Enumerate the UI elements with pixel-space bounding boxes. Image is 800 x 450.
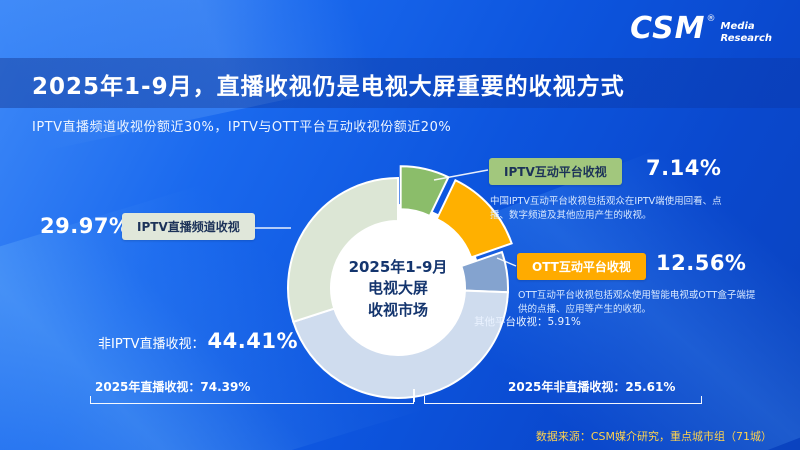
page-title: 2025年1-9月，直播收视仍是电视大屏重要的收视方式 [32,74,625,100]
csm-logo: CSM ® Media Research [630,14,772,44]
iptv-interactive-value: 7.14% [646,156,722,180]
non-iptv-live-label: 非IPTV直播收视： [98,337,205,352]
other-platform-callout: 其他平台收视：5.91% [474,314,581,329]
registered-mark-icon: ® [706,14,716,24]
data-source-note: 数据来源：CSM媒介研究，重点城市组（71城） [535,430,772,443]
nonlive-total-value: 25.61% [625,380,676,394]
ott-interactive-value: 12.56% [656,251,747,275]
iptv-live-value: 29.97% [40,214,131,238]
non-iptv-live-callout: 非IPTV直播收视： 44.41% [98,329,298,353]
center-label-line1: 2025年1-9月 [348,258,448,276]
other-platform-value: 5.91% [547,316,581,328]
iptv-interactive-label: IPTV互动平台收视 [489,158,622,185]
donut-segment-其他平台收视 [460,250,509,294]
leader-line-ott-interactive [496,257,517,267]
center-label-line3: 收视市场 [367,300,428,319]
ott-interactive-description: OTT互动平台收视包括观众使用智能电视或OTT盒子端提供的点播、应用等产生的收视… [518,290,756,316]
other-platform-label: 其他平台收视： [474,316,548,328]
logo-sub-line2: Research [720,32,772,44]
non-iptv-live-value: 44.41% [207,329,298,353]
csm-logo-subtext: Media Research [721,21,772,44]
nonlive-total-text: 2025年非直播收视： [508,380,626,394]
leader-line-iptv-interactive [433,169,489,181]
live-total-text: 2025年直播收视： [95,380,201,394]
live-total-bracket [90,396,414,404]
ott-interactive-label: OTT互动平台收视 [517,253,646,280]
iptv-live-label: IPTV直播频道收视 [122,213,255,240]
live-total-label: 2025年直播收视：74.39% [95,378,250,395]
csm-logo-text: CSM [630,11,706,46]
donut-center-label: 2025年1-9月 电视大屏 收视市场 [328,257,468,321]
page-subtitle: IPTV直播频道收视份额近30%，IPTV与OTT平台互动收视份额近20% [32,120,452,135]
nonlive-total-label: 2025年非直播收视：25.61% [508,378,675,395]
iptv-interactive-description: 中国IPTV互动平台收视包括观众在IPTV端使用回看、点播、数字频道及其他应用产… [490,196,722,222]
title-band [0,58,800,108]
center-label-line2: 电视大屏 [367,279,428,298]
live-total-value: 74.39% [200,380,251,394]
bracket-center-tick [413,389,415,402]
logo-sub-line1: Media [720,21,755,32]
donut-segment-IPTV互动平台收视 [399,165,450,218]
nonlive-total-bracket [424,396,702,404]
